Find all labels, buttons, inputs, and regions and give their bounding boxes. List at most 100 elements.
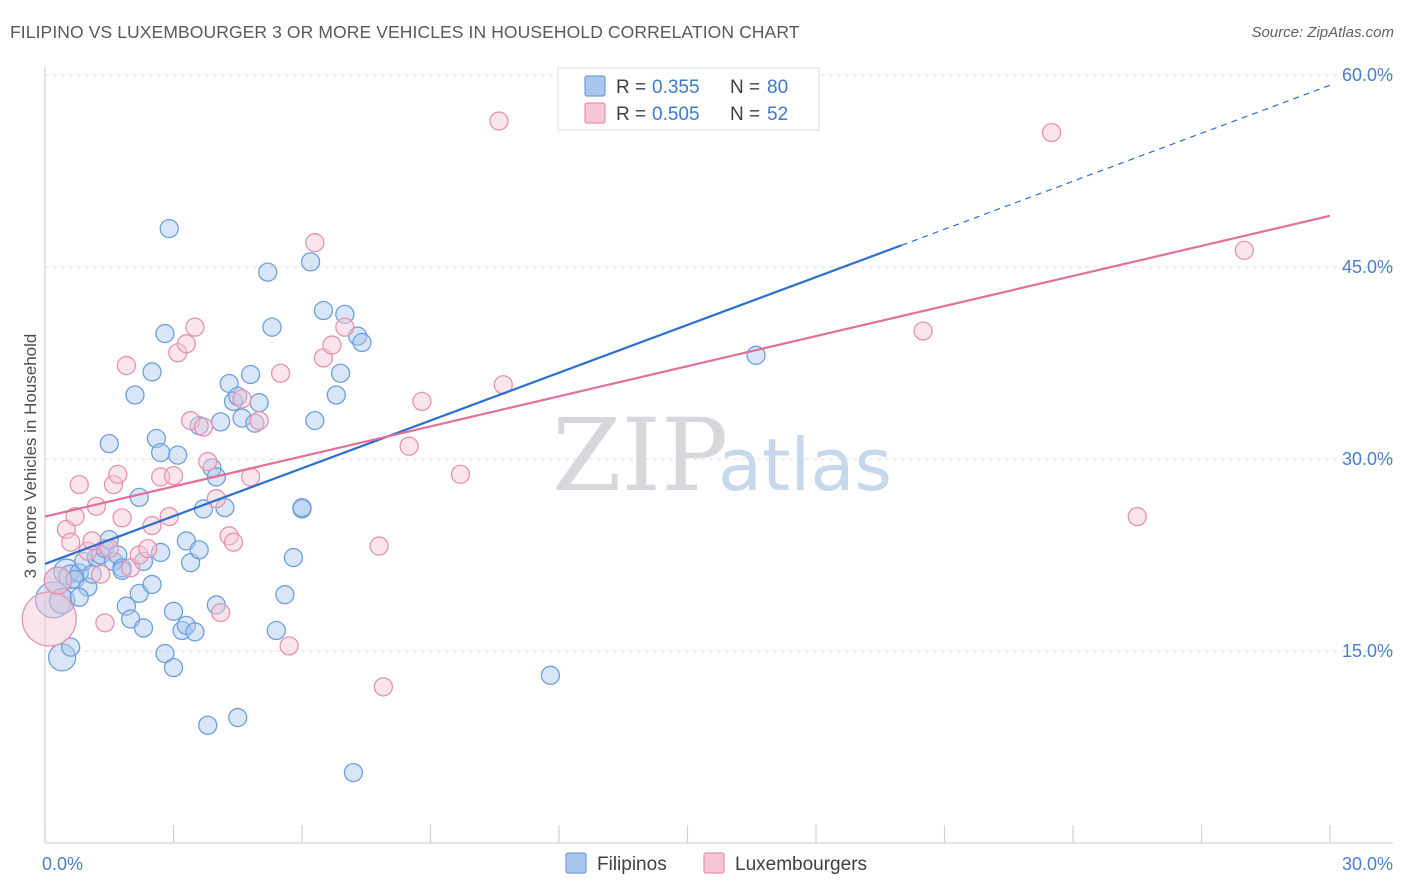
data-point xyxy=(112,508,132,528)
legend-r-label: R = xyxy=(616,77,646,98)
legend-n-value: 52 xyxy=(767,104,788,125)
x-tick-label: 30.0% xyxy=(1342,854,1393,874)
data-point xyxy=(138,538,158,559)
data-point xyxy=(540,665,561,685)
y-tick-label: 15.0% xyxy=(1342,641,1393,661)
data-point xyxy=(91,564,111,584)
legend-r-value: 0.505 xyxy=(652,104,700,125)
bottom-legend: Filipinos Luxembourgers xyxy=(565,852,867,875)
legend: R = 0.355 N = 80 R = 0.505 N = 52 xyxy=(557,67,820,131)
data-point xyxy=(210,412,231,432)
data-point xyxy=(249,393,269,413)
data-point xyxy=(206,489,226,509)
data-point xyxy=(69,474,89,495)
data-point xyxy=(300,252,321,272)
data-point xyxy=(185,317,205,337)
data-point xyxy=(412,391,432,412)
data-point xyxy=(142,362,162,382)
data-point xyxy=(185,622,205,642)
y-tick-label: 45.0% xyxy=(1342,257,1393,277)
legend-swatch-luxembourgers xyxy=(584,102,606,124)
legend-n-label: N = xyxy=(730,104,760,125)
data-point xyxy=(99,433,119,454)
data-point xyxy=(399,436,419,456)
data-point xyxy=(189,540,209,560)
legend-n-value: 80 xyxy=(767,77,788,98)
data-point xyxy=(240,364,261,385)
data-point xyxy=(48,587,76,615)
data-point xyxy=(275,585,295,605)
data-point xyxy=(155,643,175,664)
bottom-legend-swatch-luxembourgers xyxy=(703,852,725,874)
trend-line-filipinos xyxy=(44,244,903,565)
data-point xyxy=(262,317,282,337)
legend-n-label: N = xyxy=(730,77,760,98)
data-point xyxy=(150,442,171,463)
axes xyxy=(44,67,1393,844)
watermark-atlas: atlas xyxy=(718,423,892,507)
data-point xyxy=(270,363,291,383)
y-tick-labels: 15.0% 30.0% 45.0% 60.0% xyxy=(1342,65,1393,661)
data-point xyxy=(21,591,77,647)
data-point xyxy=(279,636,299,656)
data-point xyxy=(155,323,175,344)
data-point xyxy=(223,532,244,552)
data-point xyxy=(1127,506,1147,527)
y-tick-label: 30.0% xyxy=(1342,449,1393,469)
trend-line-luxembourgers xyxy=(44,214,1331,518)
data-point xyxy=(168,445,188,465)
data-point xyxy=(305,233,325,253)
data-point xyxy=(258,262,278,282)
y-axis-title: 3 or more Vehicles in Household xyxy=(21,334,40,579)
data-point xyxy=(210,602,231,623)
data-point xyxy=(116,355,137,376)
bottom-legend-label-filipinos: Filipinos xyxy=(597,854,667,875)
data-point xyxy=(95,613,115,633)
legend-swatch-filipinos xyxy=(584,75,606,97)
watermark: ZIP atlas xyxy=(552,397,892,514)
x-tick-labels: 0.0% 30.0% xyxy=(42,854,1393,874)
legend-r-label: R = xyxy=(616,104,646,125)
data-point xyxy=(65,506,85,527)
data-point xyxy=(249,410,269,431)
series-luxembourgers-points xyxy=(21,111,1254,697)
data-point xyxy=(322,335,342,355)
data-point xyxy=(125,385,145,405)
data-point xyxy=(330,363,351,383)
data-point xyxy=(103,474,124,495)
trend-lines xyxy=(44,84,1331,565)
data-point xyxy=(283,547,304,568)
y-tick-label: 60.0% xyxy=(1342,65,1393,85)
data-point xyxy=(369,536,389,556)
bottom-legend-label-luxembourgers: Luxembourgers xyxy=(735,854,867,875)
data-point xyxy=(1234,240,1254,261)
data-point xyxy=(232,389,252,409)
legend-r-value: 0.355 xyxy=(652,77,700,98)
data-point xyxy=(142,515,162,536)
x-tick-label: 0.0% xyxy=(42,854,83,874)
data-point xyxy=(34,581,73,619)
data-point xyxy=(163,601,184,621)
data-point xyxy=(343,762,364,783)
grid-lines xyxy=(45,74,1393,652)
bottom-legend-swatch-filipinos xyxy=(565,852,587,874)
data-point xyxy=(198,451,218,472)
data-point xyxy=(129,487,149,508)
watermark-zip: ZIP xyxy=(552,397,728,514)
data-point xyxy=(61,637,81,657)
data-point xyxy=(228,707,248,728)
data-point xyxy=(198,715,218,735)
data-point xyxy=(116,596,137,616)
data-point xyxy=(163,657,184,678)
data-point xyxy=(193,417,214,437)
data-point xyxy=(913,321,933,341)
data-point xyxy=(450,464,471,485)
data-point xyxy=(373,677,394,697)
data-point xyxy=(176,334,197,354)
data-point xyxy=(335,317,355,337)
trend-line-filipinos-extension xyxy=(901,84,1331,246)
data-point xyxy=(163,465,184,486)
data-point xyxy=(1041,122,1062,143)
data-point xyxy=(133,618,154,638)
